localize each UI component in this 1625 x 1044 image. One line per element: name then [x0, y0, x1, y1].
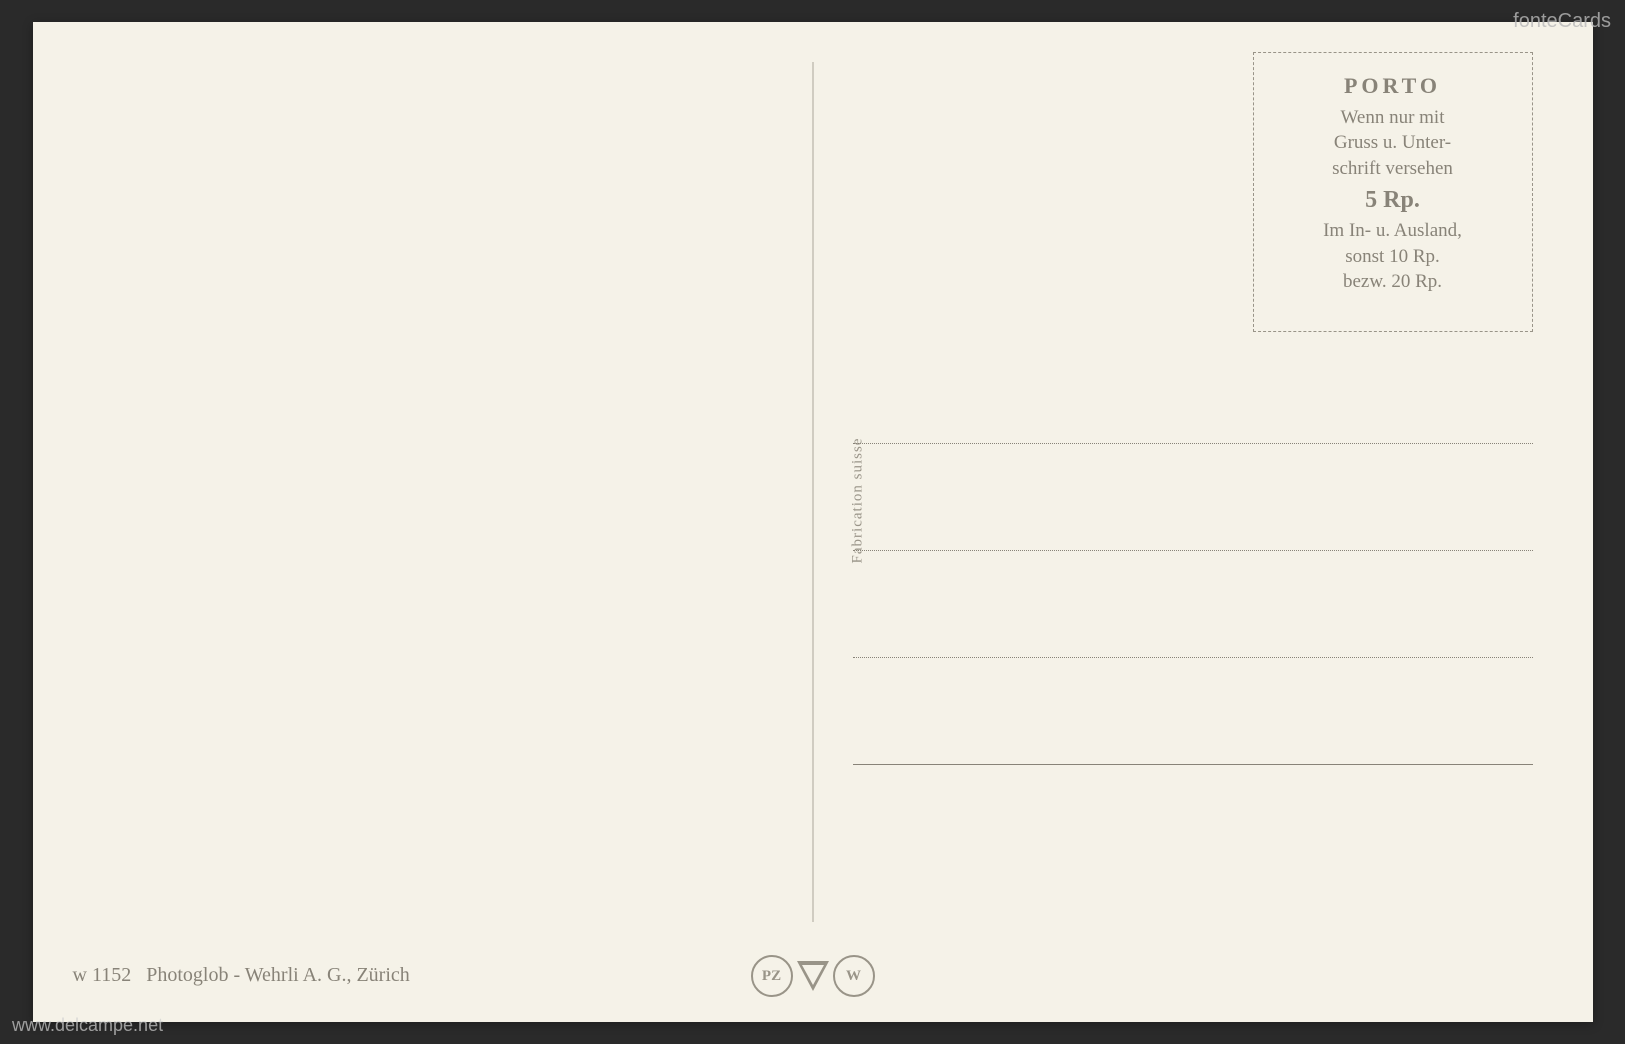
publisher-number: 1152	[92, 964, 131, 986]
address-line	[853, 442, 1533, 444]
stamp-title: PORTO	[1264, 71, 1522, 101]
address-area	[853, 442, 1533, 870]
address-line	[853, 549, 1533, 551]
publisher-prefix: w	[73, 964, 87, 986]
address-line	[853, 763, 1533, 765]
logo-w-icon: W	[833, 955, 875, 997]
stamp-line-3: schrift versehen	[1264, 156, 1522, 182]
watermark-fontecards: fonteCards	[1513, 10, 1611, 33]
logo-triangle-icon	[797, 961, 829, 991]
stamp-line-1: Wenn nur mit	[1264, 105, 1522, 131]
postcard-back: PORTO Wenn nur mit Gruss u. Unter- schri…	[33, 22, 1593, 1022]
stamp-line-5: sonst 10 Rp.	[1264, 244, 1522, 270]
stamp-line-2: Gruss u. Unter-	[1264, 130, 1522, 156]
watermark-delcampe: www.delcampe.net	[12, 1015, 163, 1036]
address-line	[853, 656, 1533, 658]
stamp-postage-box: PORTO Wenn nur mit Gruss u. Unter- schri…	[1253, 52, 1533, 332]
publisher-info: w 1152 Photoglob - Wehrli A. G., Zürich	[73, 964, 410, 987]
stamp-line-4: Im In- u. Ausland,	[1264, 218, 1522, 244]
center-divider-line	[812, 62, 813, 922]
stamp-price: 5 Rp.	[1264, 184, 1522, 216]
stamp-line-6: bezw. 20 Rp.	[1264, 269, 1522, 295]
logo-pz-icon: PZ	[751, 955, 793, 997]
publisher-logos: PZ W	[751, 955, 875, 997]
publisher-name: Photoglob - Wehrli A. G., Zürich	[146, 964, 410, 986]
